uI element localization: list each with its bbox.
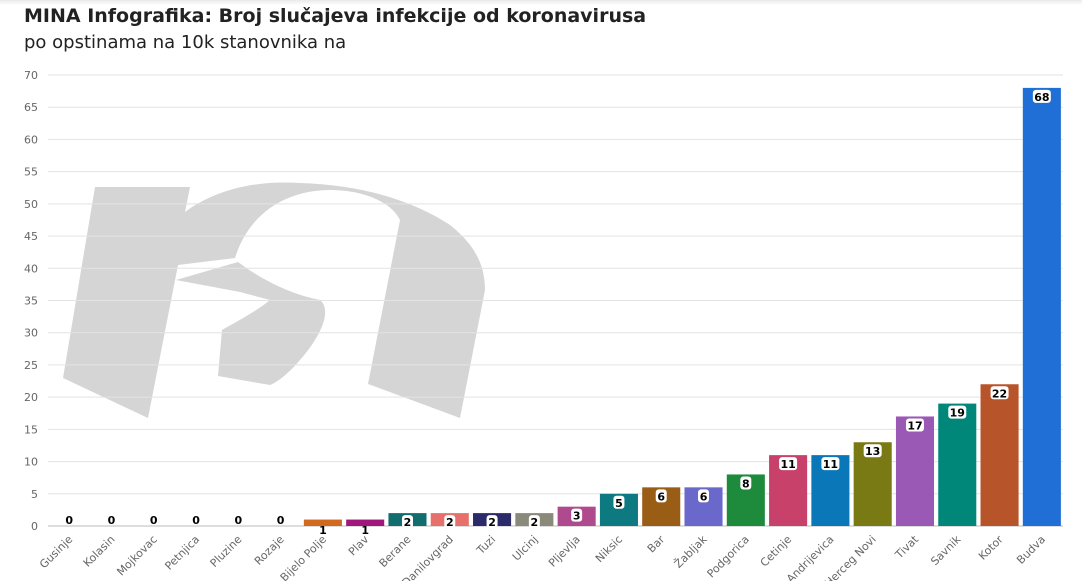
data-label: 68 [1034, 91, 1049, 104]
x-tick-label: Tivat [892, 532, 921, 561]
data-label-bg [948, 405, 967, 419]
data-label: 8 [742, 477, 750, 490]
mina-logo-watermark [63, 182, 485, 418]
y-tick-label: 25 [24, 359, 38, 372]
y-tick-label: 0 [31, 520, 38, 533]
data-label: 0 [65, 514, 73, 527]
data-label: 2 [531, 516, 539, 529]
x-tick-label: Mojkovac [114, 533, 159, 578]
y-tick-label: 50 [24, 198, 38, 211]
bar-tivat [895, 416, 935, 526]
y-tick-label: 65 [24, 101, 38, 114]
data-label: 17 [907, 419, 922, 432]
y-tick-label: 70 [24, 69, 38, 82]
bar-savnik [938, 403, 977, 526]
y-tick-label: 15 [24, 423, 38, 436]
data-label: 2 [488, 516, 496, 529]
x-tick-label: Budva [1014, 533, 1048, 567]
data-label: 13 [865, 445, 880, 458]
data-label: 11 [823, 458, 838, 471]
x-tick-label: Cetinje [758, 533, 795, 570]
data-label-bg [779, 457, 798, 471]
y-tick-label: 10 [24, 456, 38, 469]
data-label-bg [444, 515, 456, 529]
bar-bijelo-polje [303, 519, 342, 526]
data-label: 22 [992, 387, 1007, 400]
data-label: 0 [234, 514, 242, 527]
x-tick-label: Berane [377, 533, 414, 570]
data-label: 1 [319, 524, 327, 537]
y-axis-ticks: 0 5 10 15 20 25 30 35 40 45 50 55 60 65 70 [24, 69, 38, 533]
x-tick-label: Rozaje [252, 533, 287, 568]
y-tick-label: 20 [24, 391, 38, 404]
y-tick-label: 55 [24, 166, 38, 179]
data-label: 0 [108, 514, 116, 527]
data-label: 0 [150, 514, 158, 527]
data-label: 0 [192, 514, 200, 527]
x-tick-label: Kolasin [81, 533, 118, 570]
x-tick-label: Savnik [928, 532, 964, 568]
data-label-bg [821, 457, 840, 471]
chart-subtitle: po opstinama na 10k stanovnika na [24, 32, 347, 53]
x-tick-label: Gusinje [37, 533, 75, 571]
x-tick-label: Kotor [976, 533, 1006, 563]
x-tick-label: Ulcinj [510, 533, 541, 564]
top-border [0, 0, 1082, 5]
bar-budva [1022, 87, 1061, 526]
data-label-bg [401, 515, 413, 529]
y-tick-label: 40 [24, 262, 38, 275]
data-label: 11 [780, 458, 795, 471]
data-label-bg [740, 476, 752, 490]
data-label-bg [613, 495, 625, 509]
data-label: 5 [615, 497, 623, 510]
x-tick-label: Niksic [593, 533, 625, 565]
data-label: 3 [573, 510, 581, 523]
x-tick-label: Podgorica [705, 533, 752, 580]
x-tick-label: Pljevlja [546, 533, 583, 570]
data-label-bg [990, 386, 1009, 400]
data-label-bg [905, 418, 924, 432]
data-label: 1 [361, 524, 369, 537]
chart-title: MINA Infografika: Broj slučajeva infekci… [24, 5, 647, 27]
y-tick-label: 45 [24, 230, 38, 243]
data-label: 2 [404, 516, 412, 529]
x-tick-label: Žabljak [672, 532, 710, 570]
bar-kotor [980, 384, 1019, 526]
y-tick-label: 5 [31, 488, 38, 501]
y-tick-label: 35 [24, 295, 38, 308]
data-label: 19 [950, 407, 965, 420]
data-label-bg [698, 489, 710, 503]
x-tick-label: Tuzi [474, 533, 499, 558]
y-tick-label: 30 [24, 327, 38, 340]
data-label: 6 [657, 490, 665, 503]
data-label-bg [655, 489, 667, 503]
x-tick-label: Bar [645, 533, 668, 556]
x-tick-label: Bijelo Polje [278, 533, 329, 581]
data-label-bg [1032, 89, 1051, 103]
data-label-bg [528, 515, 540, 529]
data-label: 0 [277, 514, 285, 527]
y-tick-label: 60 [24, 133, 38, 146]
data-label-bg [486, 515, 498, 529]
data-label: 6 [700, 490, 708, 503]
x-tick-label: Petnjica [162, 533, 202, 573]
bar-plav [346, 519, 385, 526]
gridlines [48, 74, 1063, 527]
data-label-bg [571, 508, 583, 522]
x-tick-label: Pluzine [207, 533, 244, 570]
data-label: 2 [446, 516, 454, 529]
data-label-bg [863, 444, 882, 458]
